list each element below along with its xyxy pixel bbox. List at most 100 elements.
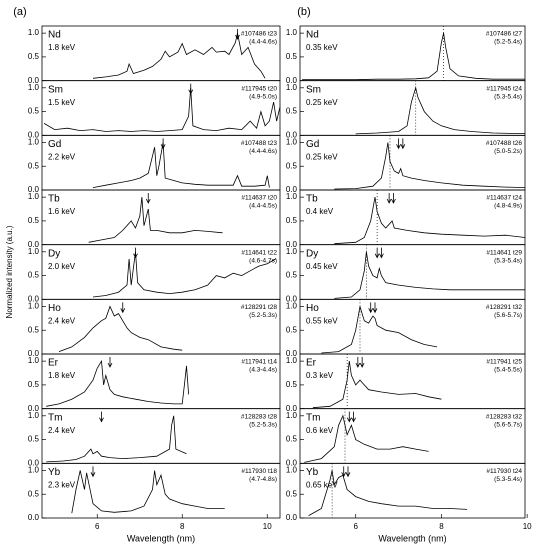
time-label: (4.4-4.6s) [249, 148, 277, 155]
element-label: Tb [48, 194, 60, 205]
y-tick-label: 0.0 [286, 458, 298, 467]
y-tick-label: 1.0 [286, 466, 298, 475]
energy-label: 2.4 keV [48, 426, 76, 435]
spectrum-line [334, 251, 525, 299]
y-tick-label: 0.5 [28, 380, 40, 389]
panel-frame [41, 462, 281, 519]
arrow-marker [400, 138, 406, 150]
y-tick-label: 1.0 [28, 192, 40, 201]
arrow-marker [99, 411, 104, 423]
y-tick-label: 0.0 [286, 240, 298, 249]
y-tick-label: 0.5 [28, 435, 40, 444]
shot-label: #117945 t20 [241, 85, 277, 92]
element-label: Nd [306, 30, 319, 41]
y-tick-label: 0.0 [286, 513, 298, 522]
y-tick-label: 1.0 [28, 138, 40, 147]
y-tick-label: 1.0 [286, 356, 298, 365]
y-tick-label: 0.5 [286, 435, 298, 444]
x-tick-label: 8 [439, 522, 444, 531]
time-label: (4.8-4.9s) [494, 203, 522, 210]
element-label: Tm [306, 412, 320, 423]
time-label: (5.2-5.4s) [494, 39, 522, 46]
energy-label: 0.55 keV [306, 316, 338, 325]
time-label: (5.2-5.3s) [249, 312, 277, 319]
y-tick-label: 0.0 [28, 185, 40, 194]
y-tick-label: 0.0 [28, 404, 40, 413]
shot-label: #117945 t24 [486, 85, 522, 92]
y-tick-label: 0.5 [286, 271, 298, 280]
y-tick-label: 0.5 [28, 161, 40, 170]
panel-frame [299, 462, 526, 519]
y-tick-label: 0.0 [28, 458, 40, 467]
arrow-marker [368, 302, 374, 314]
shot-label: #128291 t28 [241, 304, 278, 311]
spectrum-line [321, 306, 438, 354]
arrow-marker [379, 247, 384, 259]
y-tick-label: 1.0 [286, 83, 298, 92]
energy-label: 2.0 keV [48, 262, 76, 271]
time-label: (4.4-4.6s) [249, 39, 277, 46]
energy-label: 1.5 keV [48, 98, 76, 107]
y-tick-label: 0.5 [28, 271, 40, 280]
energy-label: 1.8 keV [48, 43, 76, 52]
spectrum-line [92, 142, 270, 188]
arrow-marker [355, 357, 361, 368]
element-label: Gd [48, 139, 61, 150]
arrow-marker [374, 247, 380, 259]
element-label: Dy [306, 248, 318, 259]
time-label: (4.6-4.7s) [249, 257, 277, 264]
shot-label: #107486 t23 [241, 31, 278, 38]
y-tick-label: 1.0 [286, 28, 298, 37]
arrow-marker [351, 411, 356, 423]
spectrum-line [58, 305, 183, 352]
spectrum-line [46, 415, 187, 463]
y-tick-label: 0.5 [28, 52, 40, 61]
y-tick-label: 1.0 [28, 356, 40, 365]
energy-label: 0.25 keV [306, 152, 338, 161]
energy-label: 2.4 keV [48, 316, 76, 325]
energy-label: 0.25 keV [306, 98, 338, 107]
y-axis-label: Normalized intensity (a.u.) [5, 225, 14, 318]
spectrum-line [312, 361, 442, 409]
spectrum-line [334, 197, 526, 245]
element-label: Tm [48, 412, 62, 423]
shot-label: #117941 t25 [486, 359, 522, 366]
panel-label: (b) [297, 6, 310, 18]
y-tick-label: 1.0 [28, 83, 40, 92]
spectrum-line [88, 197, 223, 243]
time-label: (5.6-5.7s) [494, 421, 522, 428]
y-tick-label: 0.0 [286, 76, 298, 85]
energy-label: 1.6 keV [48, 207, 76, 216]
spectrum-line [355, 86, 525, 135]
arrow-marker [396, 138, 401, 150]
arrow-marker [346, 411, 352, 423]
x-tick-label: 8 [180, 522, 185, 531]
spectrum-line [304, 414, 429, 463]
arrow-marker [386, 193, 392, 204]
element-label: Gd [306, 139, 319, 150]
energy-label: 0.45 keV [306, 262, 338, 271]
y-tick-label: 1.0 [28, 28, 40, 37]
y-tick-label: 0.5 [28, 489, 40, 498]
y-tick-label: 0.0 [28, 349, 40, 358]
element-label: Er [306, 358, 317, 369]
y-tick-label: 1.0 [28, 466, 40, 475]
time-label: (5.6-5.7s) [494, 312, 522, 319]
arrow-marker [145, 193, 151, 204]
y-tick-label: 0.5 [286, 216, 298, 225]
x-tick-label: 6 [95, 522, 100, 531]
y-tick-label: 0.0 [286, 130, 298, 139]
spectrum-line [308, 470, 468, 516]
energy-label: 2.3 keV [48, 480, 76, 489]
spectrum-line [71, 470, 225, 514]
element-label: Yb [48, 467, 61, 478]
energy-label: 0.65 keV [306, 480, 338, 489]
time-label: (4.4-4.5s) [249, 203, 277, 210]
shot-label: #128283 t28 [241, 413, 278, 420]
y-tick-label: 1.0 [28, 247, 40, 256]
arrow-marker [372, 302, 378, 314]
spectrum-line [302, 33, 525, 81]
spectrum-line [43, 87, 281, 132]
spectrum-line [46, 359, 189, 407]
arrow-marker [133, 247, 138, 259]
